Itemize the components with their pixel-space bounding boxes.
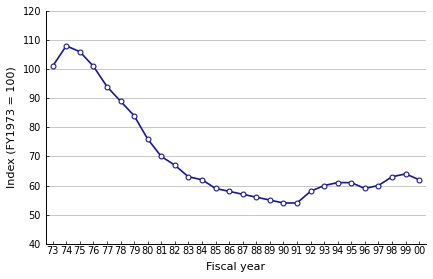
Y-axis label: Index (FY1973 = 100): Index (FY1973 = 100): [7, 66, 17, 188]
X-axis label: Fiscal year: Fiscal year: [207, 262, 265, 272]
